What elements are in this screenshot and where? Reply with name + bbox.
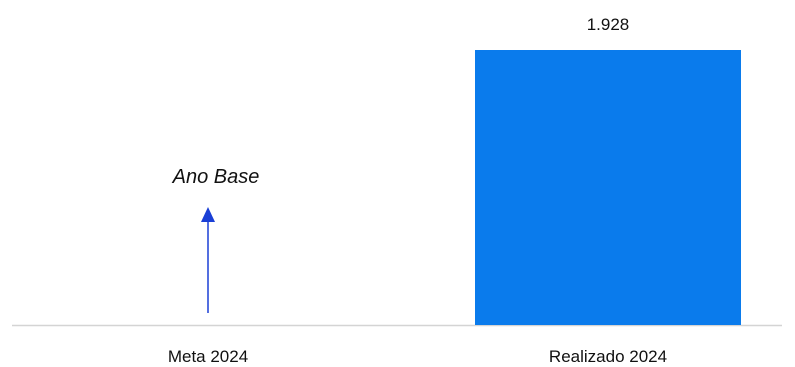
bars [475,50,741,325]
tick-label-meta-2024: Meta 2024 [168,347,248,366]
tick-label-realizado-2024: Realizado 2024 [549,347,667,366]
labels: Meta 2024 1.928 Realizado 2024 [168,15,667,366]
annotation-ano-base: Ano Base [172,166,260,188]
annotation: Ano Base [172,166,260,313]
data-label-realizado-2024: 1.928 [587,15,630,34]
bar-realizado-2024 [475,50,741,325]
arrow-up-icon [201,207,215,222]
